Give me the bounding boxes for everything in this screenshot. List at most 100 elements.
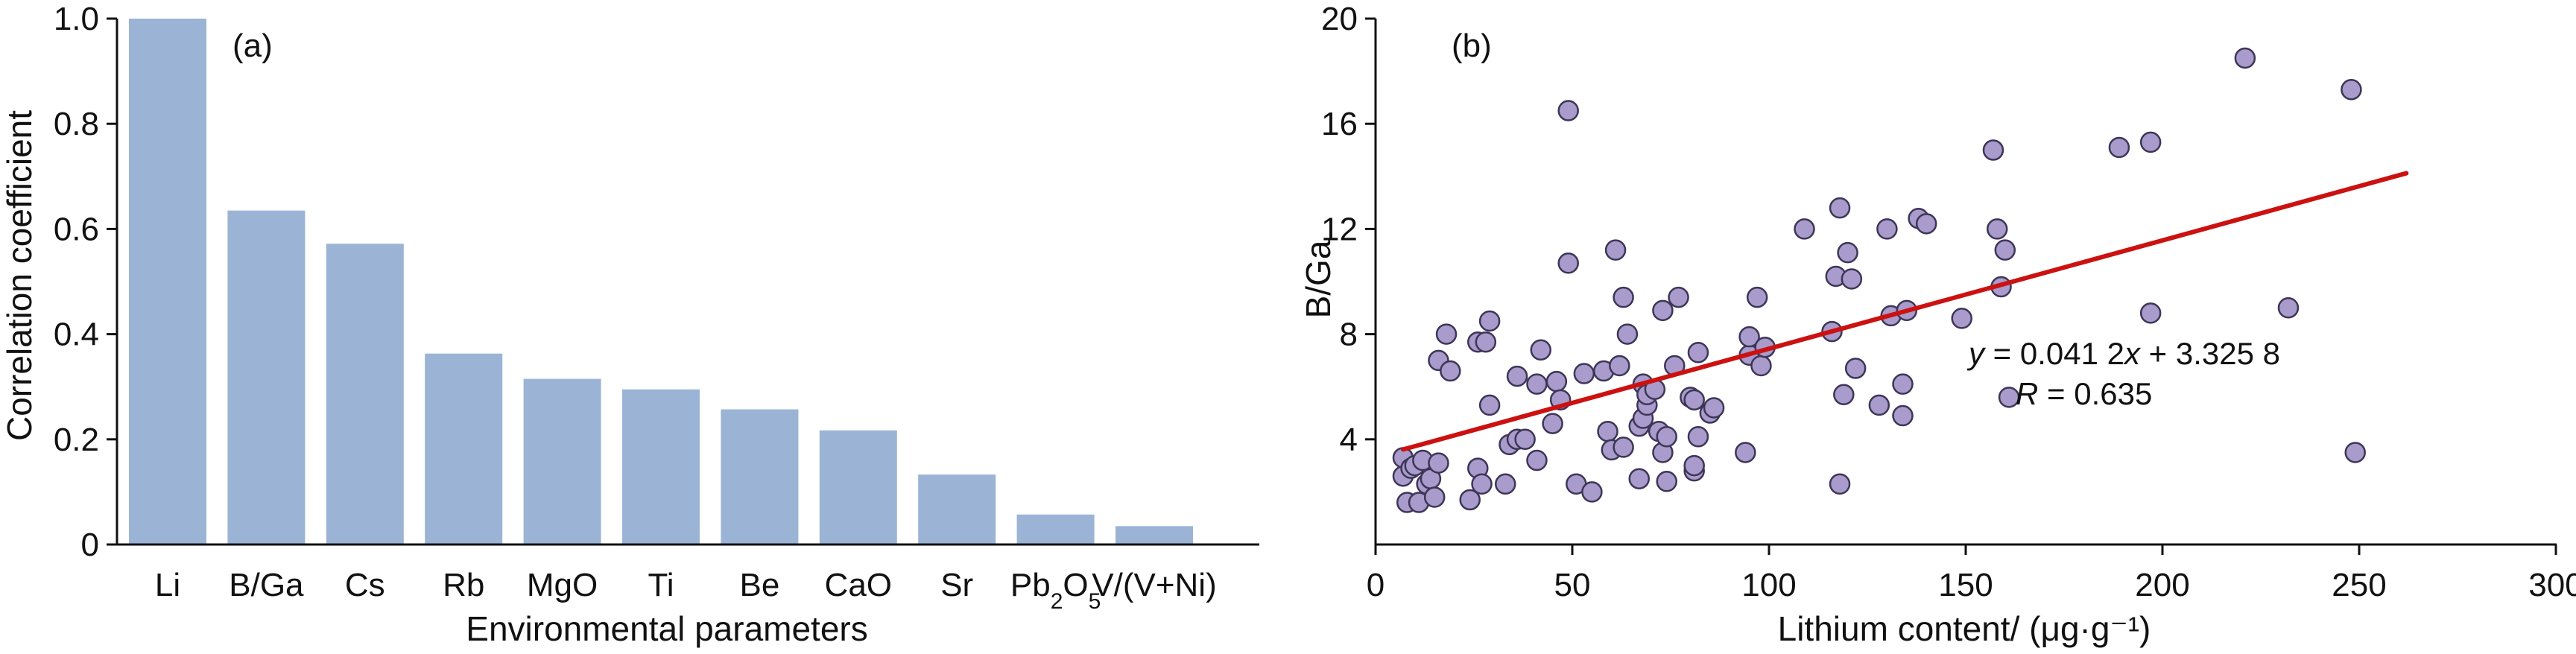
bar-ti [622,389,700,545]
tick-label-part: CaO [825,567,892,603]
eq-y-var: y [1966,336,1987,371]
data-point [1475,331,1497,353]
x-tick-label: 300 [2528,567,2576,603]
data-point [2108,136,2130,159]
bar-series [129,19,1193,545]
data-point [2139,302,2162,324]
y-tick-label: 0.8 [54,106,99,142]
data-point [1829,197,1851,219]
data-point [1735,442,1756,463]
eq-intercept: + 3.325 8 [2140,336,2280,371]
y-tick-label: 1.0 [54,1,99,37]
tick-label-part: 2 [1051,589,1063,614]
x-axis-ticks: 0 50 100 150 200 250 300 [1367,545,2576,603]
bar-cs [326,244,404,545]
tick-label-part: O [1063,567,1088,603]
y-tick-label: 8 [1340,317,1358,353]
data-point [1687,426,1709,448]
y-tick-label: 0.4 [54,317,99,353]
y-tick-label: 12 [1321,211,1358,247]
data-point [1844,358,1867,379]
x-tick-label: Li [155,567,180,603]
x-tick-label: Sr [940,567,973,603]
data-point [1738,326,1760,348]
bar-li [129,19,206,545]
panel-label-a: (a) [232,28,273,64]
data-point [1994,239,2016,261]
tick-label-part: Cs [345,567,385,603]
regression-equation: y = 0.041 2x + 3.325 8 [1966,336,2280,371]
r-symbol: R [2016,376,2038,411]
y-axis-ticks: 4 8 12 16 20 [1321,1,1376,458]
y-tick-label: 0 [81,527,99,563]
data-point [1440,360,1461,382]
data-point [1668,286,1689,308]
x-tick-label: B/Ga [229,567,304,603]
x-tick-label: Pb2O5 [1010,567,1101,614]
y-axis-ticks: 0 0.2 0.4 0.6 0.8 1.0 [54,1,117,563]
tick-label-part: Li [155,567,180,603]
data-point [1478,394,1501,416]
data-point [1557,100,1579,121]
data-point [1892,404,1914,427]
tick-label-part: B/Ga [229,567,304,603]
x-axis-title: Environmental parameters [466,609,867,648]
x-tick-label: 100 [1741,567,1796,603]
data-point [1794,218,1815,240]
data-point [2341,79,2362,101]
data-point [1837,241,1858,264]
x-tick-label: Be [739,567,779,603]
tick-label-part: Rb [443,567,484,603]
data-point [1982,139,2004,161]
data-point [1597,420,1618,442]
y-tick-label: 0.2 [54,422,99,458]
data-point [1683,454,1705,477]
bar-cao [819,430,897,545]
x-tick-label: MgO [527,567,598,603]
data-point [1876,218,1898,240]
bar-be [721,409,799,545]
panel-label-b: (b) [1452,28,1492,64]
data-point [1581,481,1603,503]
data-point [1628,468,1651,489]
y-tick-label: 20 [1321,1,1358,37]
bar-v-v-ni [1115,526,1193,545]
x-tick-label: 50 [1554,567,1591,603]
data-point [1435,323,1458,345]
data-point [1609,355,1630,377]
bar-b-ga [227,210,306,545]
y-tick-label: 16 [1321,106,1358,142]
data-point [1833,384,1855,406]
tick-label-part: Ti [648,567,674,603]
tick-label-part: 5 [1089,589,1101,614]
y-tick-label: 0.6 [54,211,99,247]
data-point [1687,342,1709,363]
data-point [1545,370,1568,393]
tick-label-part: V/(V+Ni) [1092,567,1216,603]
bar-rb [425,353,503,545]
x-tick-label: 0 [1367,567,1384,603]
regression-line [1400,171,2409,452]
x-tick-label: 250 [2332,567,2386,603]
panel-b-scatter-chart: 4 8 12 16 20 0 50 100 150 200 250 300 (b) Lithium … [1299,1,2576,648]
data-point [1423,486,1446,508]
data-point [1428,452,1449,474]
data-point [1471,473,1493,495]
data-point [1683,389,1705,411]
data-point [1616,323,1639,345]
data-point [1703,397,1725,419]
tick-label-part: Sr [940,567,973,603]
data-point [1530,339,1552,361]
data-point [1613,436,1634,458]
correlation-r: R = 0.635 [2016,376,2152,411]
eq-x-var: x [2123,336,2142,371]
data-point [1506,365,1528,387]
data-point [1478,310,1501,332]
tick-label-part: Pb [1010,567,1051,603]
data-point [1526,373,1548,395]
data-point [1459,489,1481,511]
data-point [1526,449,1548,472]
data-point [1829,473,1851,495]
